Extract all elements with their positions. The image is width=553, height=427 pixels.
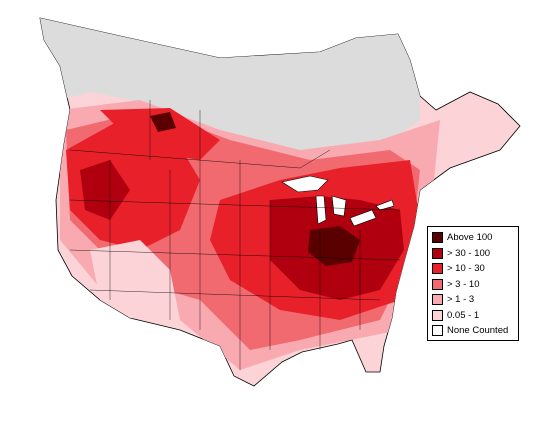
legend: Above 100 > 30 - 100 > 10 - 30 > 3 - 10 …	[427, 226, 519, 341]
legend-label: 0.05 - 1	[447, 309, 480, 321]
legend-label: Above 100	[447, 232, 493, 244]
legend-swatch	[432, 278, 443, 290]
legend-item: > 3 - 10	[432, 277, 518, 293]
great-lakes	[281, 175, 395, 227]
legend-item: 0.05 - 1	[432, 308, 518, 324]
legend-item: > 30 - 100	[432, 246, 518, 262]
boundaries	[69, 100, 401, 370]
legend-label: > 10 - 30	[447, 263, 485, 275]
zone-10-30-north	[100, 108, 220, 160]
legend-label: > 3 - 10	[447, 278, 480, 290]
zone-above-100-north	[150, 112, 176, 132]
legend-swatch	[432, 263, 443, 275]
legend-swatch	[432, 325, 443, 337]
zone-southwest	[90, 240, 180, 320]
legend-item: > 1 - 3	[432, 292, 518, 308]
legend-item: Above 100	[432, 230, 518, 246]
legend-label: > 1 - 3	[447, 294, 475, 306]
legend-item: > 10 - 30	[432, 261, 518, 277]
zone-above-100	[308, 226, 360, 266]
legend-swatch	[432, 232, 443, 244]
legend-swatch	[432, 247, 443, 259]
legend-swatch	[432, 294, 443, 306]
legend-label: > 30 - 100	[447, 247, 491, 259]
legend-item: None Counted	[432, 323, 518, 339]
legend-label: None Counted	[447, 325, 509, 337]
legend-swatch	[432, 309, 443, 321]
zone-30-100-west	[80, 160, 130, 220]
